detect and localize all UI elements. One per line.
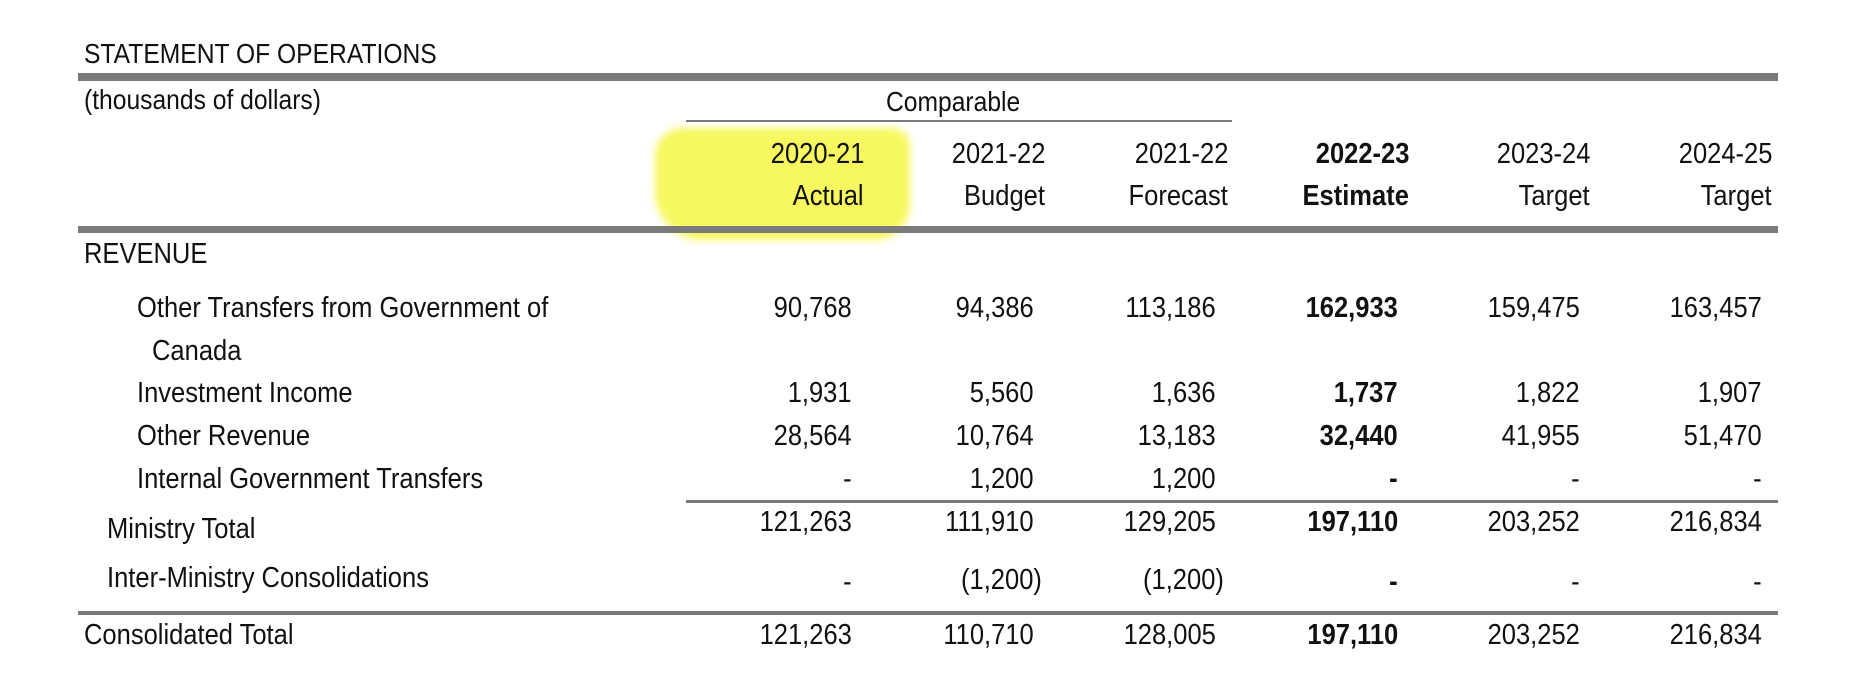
cell-value: 1,931 bbox=[788, 377, 852, 409]
cell-value: 28,564 bbox=[773, 420, 852, 452]
cell-value: - bbox=[843, 566, 852, 598]
comparable-underline bbox=[686, 120, 1232, 122]
cell-value: 41,955 bbox=[1501, 420, 1580, 452]
cell-value: - bbox=[1389, 566, 1398, 598]
cell-value: 197,110 bbox=[1307, 619, 1398, 651]
total-rule bbox=[78, 611, 1778, 615]
cell-value: - bbox=[843, 463, 852, 495]
cell-value: 203,252 bbox=[1487, 506, 1580, 538]
cell-value: 163,457 bbox=[1669, 292, 1762, 324]
cell-value: - bbox=[1571, 566, 1580, 598]
col-header-year-4: 2022-23 bbox=[1315, 138, 1409, 170]
row-label: Consolidated Total bbox=[84, 619, 294, 651]
cell-value: 121,263 bbox=[759, 506, 852, 538]
row-label: Other Transfers from Government of bbox=[137, 292, 549, 324]
col-header-type-3: Forecast bbox=[1128, 180, 1228, 212]
cell-value: 1,200 bbox=[970, 463, 1034, 495]
cell-value: 5,560 bbox=[970, 377, 1034, 409]
row-label: Internal Government Transfers bbox=[137, 463, 484, 495]
cell-value: 110,710 bbox=[943, 619, 1034, 651]
cell-value: 94,386 bbox=[955, 292, 1034, 324]
col-header-year-2: 2021-22 bbox=[951, 138, 1045, 170]
cell-value: 1,822 bbox=[1516, 377, 1580, 409]
cell-value: 197,110 bbox=[1307, 506, 1398, 538]
col-header-year-3: 2021-22 bbox=[1134, 138, 1228, 170]
highlighter-mark bbox=[655, 128, 910, 240]
col-header-year-1: 2020-21 bbox=[770, 138, 864, 170]
row-label: Ministry Total bbox=[107, 513, 256, 545]
cell-value: - bbox=[1571, 463, 1580, 495]
col-header-type-5: Target bbox=[1519, 180, 1590, 212]
cell-value: 113,186 bbox=[1125, 292, 1216, 324]
header-rule bbox=[78, 226, 1778, 233]
row-label: Other Revenue bbox=[137, 420, 311, 452]
statement-title: STATEMENT OF OPERATIONS bbox=[84, 38, 437, 69]
cell-value: 216,834 bbox=[1669, 619, 1762, 651]
units-label: (thousands of dollars) bbox=[84, 84, 321, 115]
top-rule bbox=[78, 73, 1778, 81]
comparable-label: Comparable bbox=[886, 86, 1021, 117]
row-label: Inter-Ministry Consolidations bbox=[107, 562, 429, 594]
cell-value: 90,768 bbox=[773, 292, 852, 324]
cell-value: (1,200) bbox=[961, 564, 1042, 596]
cell-value: - bbox=[1389, 463, 1398, 495]
col-header-type-6: Target bbox=[1701, 180, 1772, 212]
col-header-year-6: 2024-25 bbox=[1678, 138, 1772, 170]
cell-value: 121,263 bbox=[759, 619, 852, 651]
col-header-year-5: 2023-24 bbox=[1496, 138, 1590, 170]
cell-value: 129,205 bbox=[1123, 506, 1216, 538]
cell-value: 159,475 bbox=[1487, 292, 1580, 324]
col-header-type-4: Estimate bbox=[1302, 180, 1409, 212]
cell-value: 51,470 bbox=[1683, 420, 1762, 452]
cell-value: - bbox=[1753, 463, 1762, 495]
row-label: Investment Income bbox=[137, 377, 353, 409]
col-header-type-1: Actual bbox=[793, 180, 864, 212]
cell-value: 111,910 bbox=[945, 506, 1034, 538]
cell-value: - bbox=[1753, 566, 1762, 598]
cell-value: (1,200) bbox=[1143, 564, 1224, 596]
cell-value: 203,252 bbox=[1487, 619, 1580, 651]
cell-value: 32,440 bbox=[1319, 420, 1398, 452]
cell-value: 162,933 bbox=[1305, 292, 1398, 324]
cell-value: 1,737 bbox=[1334, 377, 1398, 409]
cell-value: 1,200 bbox=[1152, 463, 1216, 495]
cell-value: 1,636 bbox=[1152, 377, 1216, 409]
cell-value: 216,834 bbox=[1669, 506, 1762, 538]
cell-value: 10,764 bbox=[955, 420, 1034, 452]
cell-value: 1,907 bbox=[1698, 377, 1762, 409]
row-label-cont: Canada bbox=[152, 335, 242, 367]
subtotal-rule bbox=[686, 500, 1778, 503]
cell-value: 13,183 bbox=[1137, 420, 1216, 452]
section-revenue: REVENUE bbox=[84, 238, 208, 270]
cell-value: 128,005 bbox=[1123, 619, 1216, 651]
col-header-type-2: Budget bbox=[964, 180, 1045, 212]
